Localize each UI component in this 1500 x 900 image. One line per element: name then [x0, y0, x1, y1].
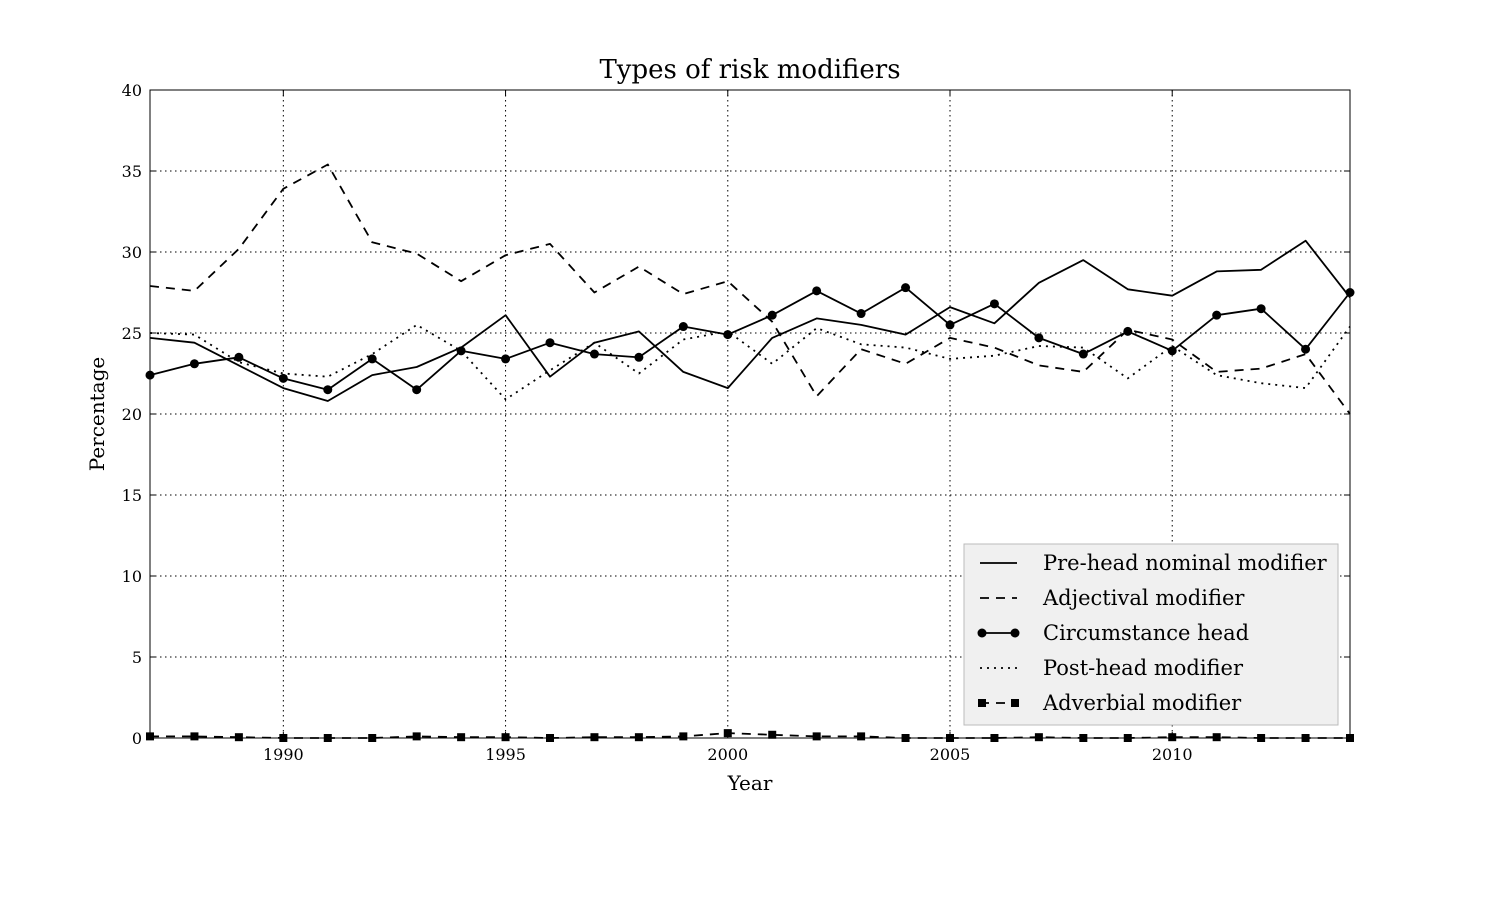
data-point — [901, 283, 911, 293]
x-tick-label: 1995 — [485, 745, 526, 764]
y-tick-label: 5 — [132, 648, 142, 667]
data-point — [234, 733, 243, 742]
x-tick-label: 2000 — [707, 745, 748, 764]
series-1 — [149, 239, 1351, 402]
axis-ticks: 0 5 10 15 20 25 30 35 40 1990 1995 2000 2005 2010 — [122, 81, 1350, 764]
legend-marker — [978, 699, 986, 707]
series-line — [149, 163, 1351, 415]
series-4 — [149, 323, 1351, 401]
data-point — [189, 359, 199, 369]
series-3 — [145, 283, 1355, 395]
data-point — [634, 352, 644, 362]
legend-item: Circumstance head — [977, 621, 1249, 645]
y-tick-label: 25 — [122, 324, 142, 343]
data-point — [589, 349, 599, 359]
x-tick-label: 1990 — [263, 745, 304, 764]
series-5 — [146, 729, 1354, 742]
data-point — [1212, 733, 1221, 742]
data-point — [679, 732, 688, 741]
data-point — [590, 733, 599, 742]
y-tick-label: 40 — [122, 81, 142, 100]
x-tick-label: 2010 — [1152, 745, 1193, 764]
data-point — [1301, 344, 1311, 354]
legend-marker — [1011, 699, 1019, 707]
legend-label: Pre-head nominal modifier — [1043, 551, 1328, 575]
legend-label: Post-head modifier — [1043, 656, 1244, 680]
legend-marker — [1010, 628, 1020, 638]
legend-label: Circumstance head — [1043, 621, 1249, 645]
data-point — [856, 309, 866, 319]
data-point — [190, 732, 199, 741]
data-point — [367, 354, 377, 364]
data-point — [1034, 333, 1044, 343]
x-tick-label: 2005 — [930, 745, 971, 764]
data-point — [768, 730, 777, 739]
data-point — [1256, 304, 1266, 314]
y-axis-label: Percentage — [85, 357, 109, 471]
legend-label: Adverbial modifier — [1042, 691, 1242, 715]
y-tick-label: 30 — [122, 243, 142, 262]
legend-label: Adjectival modifier — [1042, 586, 1245, 610]
data-point — [457, 733, 466, 742]
data-point — [456, 346, 466, 356]
x-axis-label: Year — [727, 771, 773, 795]
data-point — [1034, 733, 1043, 742]
data-point — [767, 310, 777, 320]
y-tick-label: 0 — [132, 729, 142, 748]
y-tick-label: 15 — [122, 486, 142, 505]
chart-title: Types of risk modifiers — [599, 55, 900, 85]
legend-item: Adverbial modifier — [978, 691, 1242, 715]
series-line — [149, 239, 1351, 402]
data-point — [545, 338, 555, 348]
data-point — [1167, 346, 1177, 356]
legend-item: Adjectival modifier — [980, 586, 1245, 610]
legend: Pre-head nominal modifier Adjectival modi… — [963, 543, 1339, 726]
series-line — [149, 286, 1351, 391]
data-point — [989, 299, 999, 309]
legend-box — [963, 543, 1339, 726]
legend-marker — [977, 628, 987, 638]
legend-item: Post-head modifier — [980, 656, 1244, 680]
data-point — [678, 322, 688, 332]
data-point — [1212, 310, 1222, 320]
data-point — [501, 354, 511, 364]
y-tick-label: 10 — [122, 567, 142, 586]
data-point — [634, 733, 643, 742]
y-tick-label: 35 — [122, 162, 142, 181]
data-point — [1123, 326, 1133, 336]
legend-item: Pre-head nominal modifier — [980, 551, 1328, 575]
data-point — [1078, 349, 1088, 359]
data-point — [412, 385, 422, 395]
data-point — [857, 732, 866, 741]
y-tick-label: 20 — [122, 405, 142, 424]
data-point — [945, 320, 955, 330]
data-point — [812, 732, 821, 741]
data-point — [278, 373, 288, 383]
data-point — [812, 286, 822, 296]
series-2 — [149, 163, 1351, 415]
data-point — [234, 352, 244, 362]
data-point — [412, 732, 421, 741]
series-line — [149, 323, 1351, 401]
data-point — [323, 385, 333, 395]
